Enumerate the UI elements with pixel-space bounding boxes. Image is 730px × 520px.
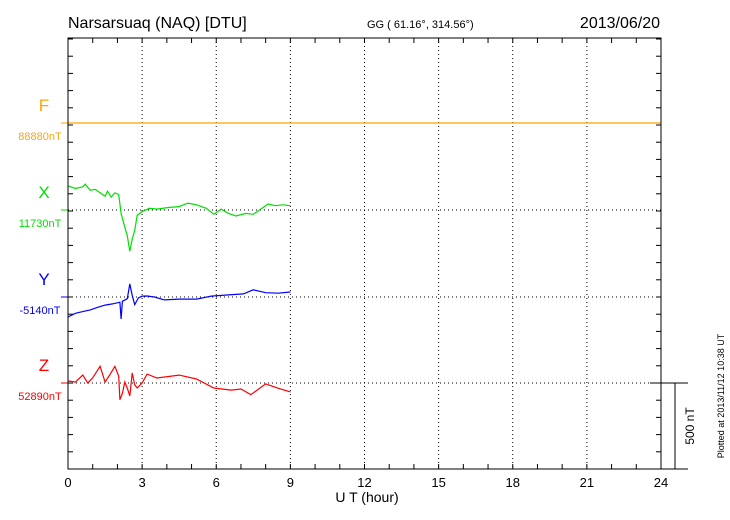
baseline-value-f: 88880nT (18, 131, 62, 143)
baseline-value-y: -5140nT (20, 305, 61, 317)
baseline-value-x: 11730nT (19, 218, 62, 230)
series-labels: F 88880nT X 11730nT Y -5140nT Z 52890nT (18, 96, 68, 403)
plotted-at-note: Plotted at 2013/11/12 10:38 UT (716, 333, 726, 458)
plot-frame (67, 37, 662, 470)
x-tick-label: 6 (213, 475, 220, 490)
x-tick-labels: 0 3 6 9 12 15 18 21 24 (64, 475, 668, 490)
series-name-y: Y (38, 270, 49, 289)
axis-ticks (68, 38, 661, 470)
x-tick-label: 15 (431, 475, 445, 490)
trace-x (67, 183, 291, 252)
x-tick-label: 18 (506, 475, 520, 490)
series-name-z: Z (39, 356, 49, 375)
scale-bar: 500 nT (650, 382, 697, 470)
x-tick-label: 3 (139, 475, 146, 490)
trace-y (67, 283, 291, 320)
scale-bar-label: 500 nT (683, 407, 697, 445)
x-tick-label: 9 (287, 475, 294, 490)
x-tick-label: 12 (357, 475, 371, 490)
trace-z (67, 364, 291, 400)
x-tick-label: 0 (64, 475, 71, 490)
series-name-x: X (38, 183, 49, 202)
x-tick-label: 24 (654, 475, 668, 490)
station-title: Narsarsuaq (NAQ) [DTU] (68, 15, 247, 32)
series-name-f: F (39, 96, 49, 115)
x-tick-label: 21 (580, 475, 594, 490)
traces (67, 122, 661, 400)
x-axis-label: U T (hour) (335, 489, 398, 505)
baseline-value-z: 52890nT (18, 391, 62, 403)
station-coords: GG ( 61.16°, 314.56°) (367, 19, 474, 31)
grid (68, 38, 661, 469)
plot-date: 2013/06/20 (580, 15, 660, 32)
